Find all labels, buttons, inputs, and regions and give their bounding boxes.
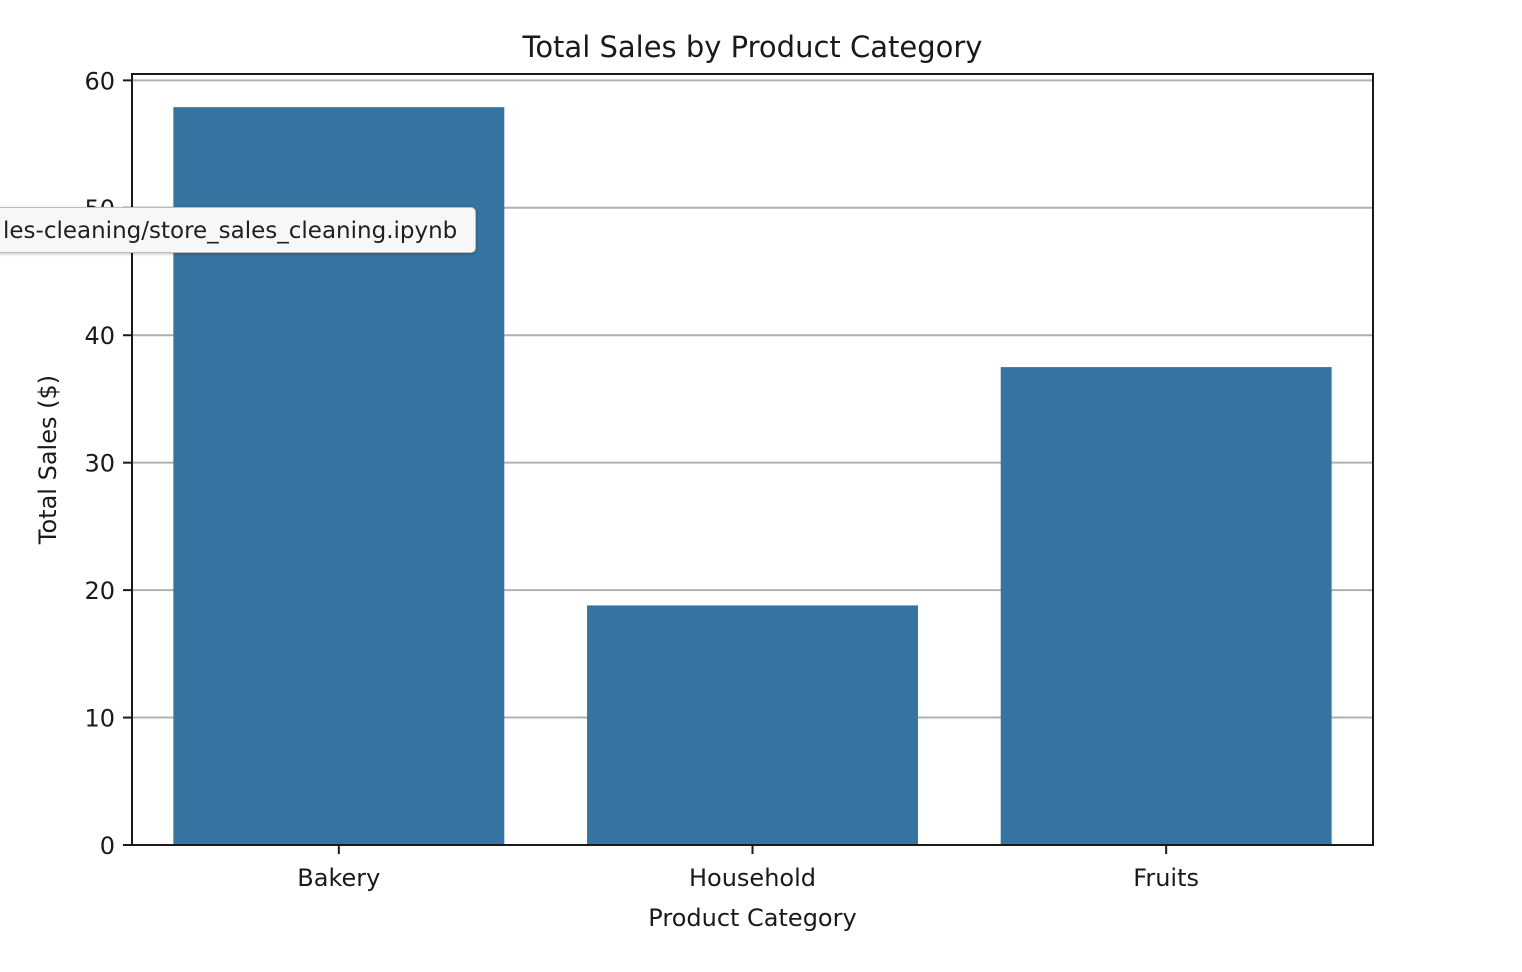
bar-fruits [1000, 367, 1332, 845]
y-tick-label: 10 [84, 705, 115, 733]
x-tick-label: Household [689, 864, 816, 892]
bar-household [587, 605, 918, 845]
x-tick-label: Bakery [297, 864, 380, 892]
x-tick-label: Fruits [1133, 864, 1199, 892]
y-tick-label: 30 [84, 450, 115, 478]
y-tick-label: 60 [84, 67, 115, 95]
y-axis-label: Total Sales ($) [34, 375, 62, 545]
file-path-tooltip: les-cleaning/store_sales_cleaning.ipynb [0, 207, 477, 253]
y-tick-label: 0 [100, 832, 115, 860]
chart-title: Total Sales by Product Category [522, 30, 983, 64]
y-tick-label: 20 [84, 577, 115, 605]
y-tick-label: 40 [84, 322, 115, 350]
x-axis-label: Product Category [648, 904, 856, 932]
